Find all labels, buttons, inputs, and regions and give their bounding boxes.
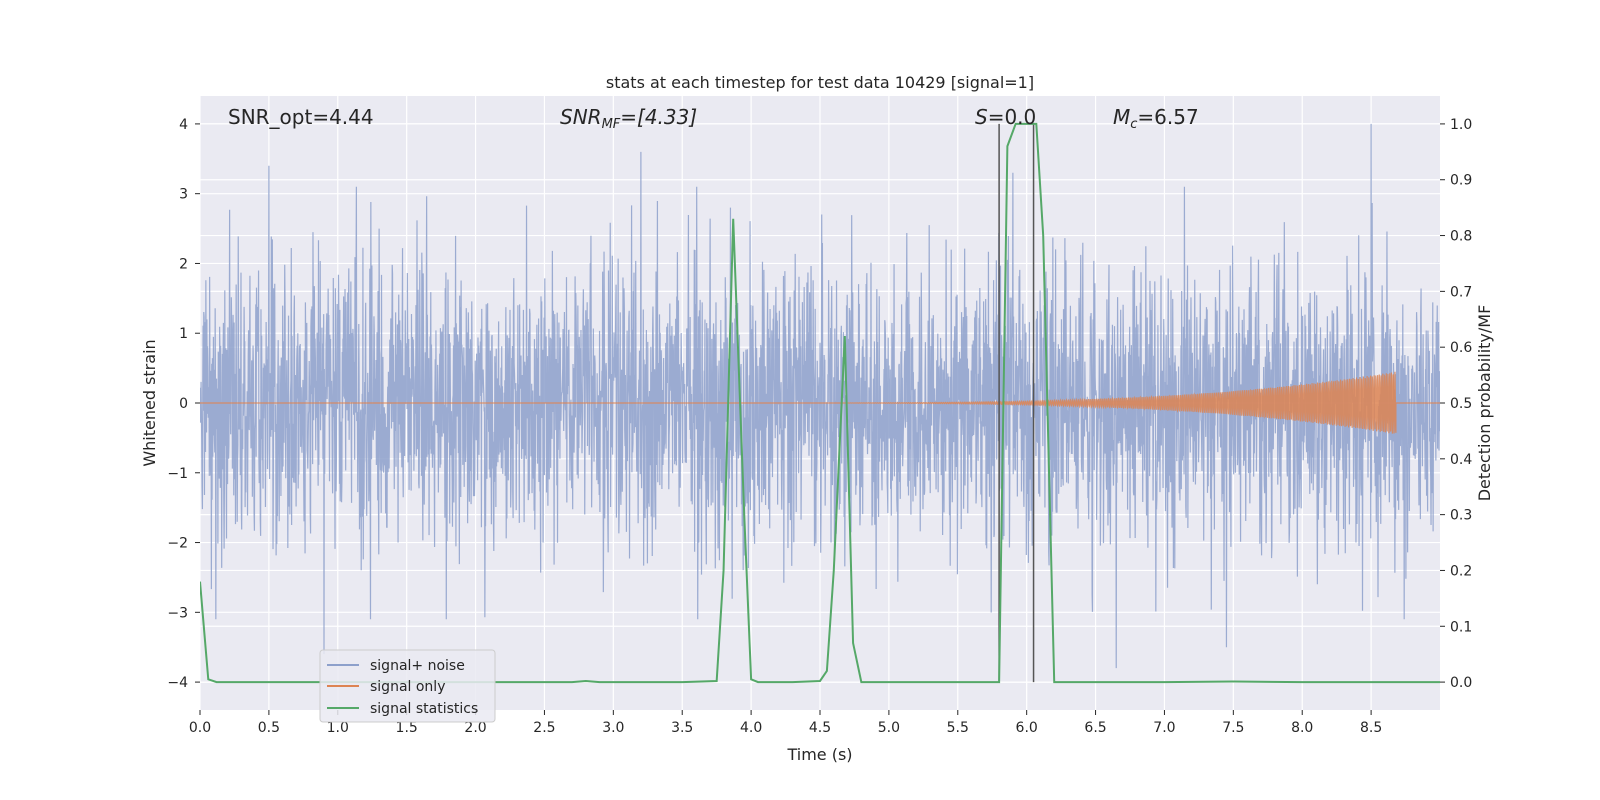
- x-tick-label-9: 4.5: [809, 720, 831, 736]
- yl-tick-label-4: 0: [179, 396, 188, 412]
- yr-tick-label-6: 0.4: [1450, 452, 1472, 468]
- y-axis-label-left: Whitened strain: [140, 339, 159, 466]
- x-axis-label: Time (s): [786, 745, 852, 764]
- yr-tick-label-8: 0.2: [1450, 563, 1472, 579]
- noise-series: [200, 123, 1440, 669]
- legend-label-signal: signal only: [370, 679, 445, 695]
- yr-tick-label-0: 1.0: [1450, 117, 1472, 133]
- yl-tick-label-1: 3: [179, 187, 188, 203]
- x-tick-label-15: 7.5: [1222, 720, 1244, 736]
- annotation-s-stat: S=0.0: [975, 105, 1036, 129]
- snr-mf-value: =[4.33]: [620, 105, 697, 129]
- yl-tick-label-5: −1: [167, 466, 188, 482]
- yr-tick-label-4: 0.6: [1450, 340, 1472, 356]
- x-tick-label-11: 5.5: [947, 720, 969, 736]
- yr-tick-label-7: 0.3: [1450, 508, 1472, 524]
- noise-line: [200, 123, 1440, 669]
- x-tick-label-3: 1.5: [396, 720, 418, 736]
- signal-only-line: [833, 371, 1440, 434]
- yl-tick-label-8: −4: [167, 675, 188, 691]
- s-stat-value: =0.0: [988, 105, 1037, 129]
- chart-title: stats at each timestep for test data 104…: [606, 73, 1034, 92]
- x-tick-label-1: 0.5: [258, 720, 280, 736]
- vertical-markers: [998, 123, 1035, 683]
- y-axis-label-right: Detection probability/MF: [1475, 305, 1494, 502]
- x-tick-label-16: 8.0: [1291, 720, 1313, 736]
- signal-statistics-line: [200, 122, 1440, 684]
- annotation-mc: Mc=6.57: [1113, 105, 1199, 132]
- yl-tick-label-3: 1: [179, 326, 188, 342]
- x-tick-label-5: 2.5: [533, 720, 555, 736]
- x-tick-label-7: 3.5: [671, 720, 693, 736]
- x-tick-label-0: 0.0: [189, 720, 211, 736]
- yl-tick-label-2: 2: [179, 256, 188, 272]
- yr-tick-label-2: 0.8: [1450, 229, 1472, 245]
- annotation-snr-opt: SNR_opt=4.44: [228, 105, 374, 129]
- s-stat-base: S: [975, 105, 988, 129]
- yr-tick-label-9: 0.1: [1450, 619, 1472, 635]
- x-tick-label-17: 8.5: [1360, 720, 1382, 736]
- yr-tick-label-3: 0.7: [1450, 284, 1472, 300]
- x-tick-label-13: 6.5: [1084, 720, 1106, 736]
- x-tick-label-14: 7.0: [1153, 720, 1175, 736]
- x-tick-label-6: 3.0: [602, 720, 624, 736]
- legend: signal+ noise signal only signal statist…: [319, 649, 496, 723]
- legend-label-statistics: signal statistics: [370, 701, 478, 717]
- snr-mf-sub: MF: [602, 117, 621, 132]
- signal-statistics-series: [200, 122, 1440, 684]
- yl-tick-label-0: 4: [179, 117, 188, 133]
- yl-tick-label-7: −3: [167, 605, 188, 621]
- yl-tick-label-6: −2: [167, 536, 188, 552]
- legend-box: [319, 649, 496, 723]
- x-tick-label-12: 6.0: [1016, 720, 1038, 736]
- x-tick-label-4: 2.0: [464, 720, 486, 736]
- mc-base: M: [1113, 105, 1130, 129]
- x-tick-label-10: 5.0: [878, 720, 900, 736]
- x-tick-label-8: 4.0: [740, 720, 762, 736]
- ticks: 0.0 0.5 1.0 1.5 2.0 2.5 3.0 3.5 4.0 4.5 5.0 5.5 6.0 6…: [167, 117, 1472, 736]
- snr-mf-base: SNR: [560, 105, 602, 129]
- legend-label-noise: signal+ noise: [370, 658, 465, 674]
- x-tick-label-2: 1.0: [327, 720, 349, 736]
- mc-sub: c: [1130, 117, 1137, 132]
- yr-tick-label-1: 0.9: [1450, 173, 1472, 189]
- yr-tick-label-10: 0.0: [1450, 675, 1472, 691]
- mc-value: =6.57: [1137, 105, 1198, 129]
- yr-tick-label-5: 0.5: [1450, 396, 1472, 412]
- annotation-snr-mf: SNRMF=[4.33]: [560, 105, 697, 132]
